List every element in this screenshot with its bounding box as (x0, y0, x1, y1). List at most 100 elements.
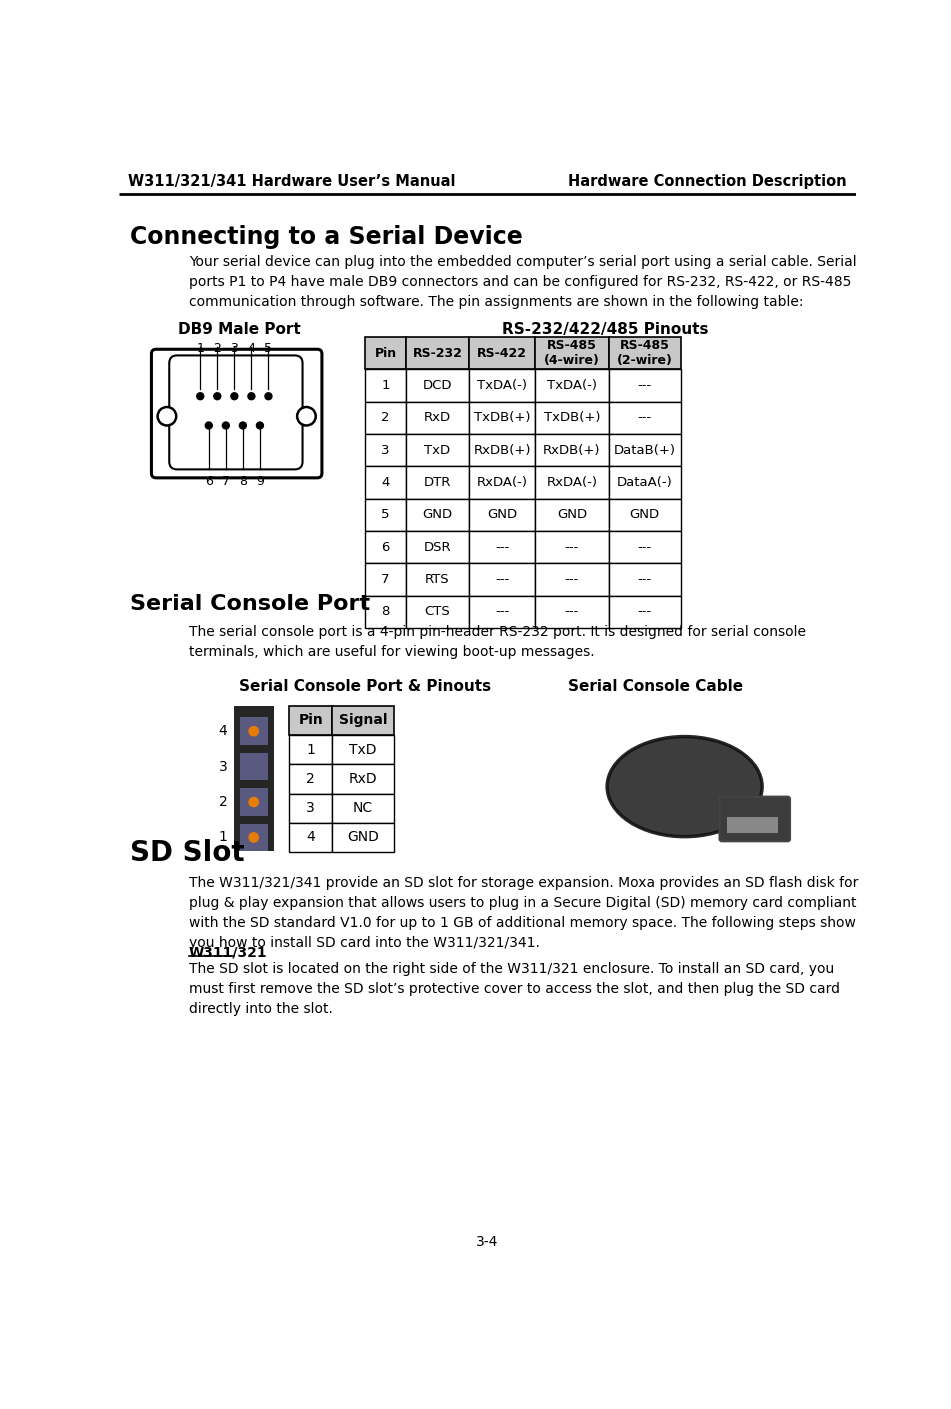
Text: SD Slot: SD Slot (129, 838, 244, 867)
Text: ---: --- (637, 541, 651, 554)
Bar (535, 564, 609, 596)
Bar (406, 337, 469, 369)
Bar (240, 717, 267, 745)
Text: RxD: RxD (424, 411, 451, 424)
Text: 5: 5 (264, 341, 272, 355)
Bar (469, 499, 535, 531)
Text: GND: GND (487, 509, 517, 521)
Text: 4: 4 (306, 830, 315, 844)
Text: 3: 3 (381, 444, 390, 457)
Text: TxDB(+): TxDB(+) (544, 411, 600, 424)
Text: GND: GND (556, 509, 587, 521)
Text: The SD slot is located on the right side of the W311/321 enclosure. To install a: The SD slot is located on the right side… (188, 962, 840, 1016)
Text: 8: 8 (381, 606, 390, 619)
Bar (406, 531, 469, 564)
Text: W311/321/341 Hardware User’s Manual: W311/321/341 Hardware User’s Manual (128, 173, 456, 189)
Bar (365, 596, 406, 628)
FancyBboxPatch shape (720, 796, 790, 841)
Bar (728, 817, 778, 833)
Circle shape (249, 833, 259, 843)
Circle shape (248, 393, 255, 400)
Text: DTR: DTR (424, 476, 451, 489)
Text: TxDA(-): TxDA(-) (547, 379, 597, 392)
Text: The serial console port is a 4-pin pin-header RS-232 port. It is designed for se: The serial console port is a 4-pin pin-h… (188, 626, 805, 659)
Bar (365, 466, 406, 499)
Text: 8: 8 (239, 475, 247, 488)
Circle shape (231, 393, 238, 400)
Text: Serial Console Port & Pinouts: Serial Console Port & Pinouts (239, 679, 491, 693)
Circle shape (265, 393, 272, 400)
Bar (289, 793, 332, 823)
Bar (240, 824, 267, 851)
FancyBboxPatch shape (151, 349, 322, 478)
Text: 4: 4 (381, 476, 390, 489)
Circle shape (205, 423, 212, 428)
Bar (535, 466, 609, 499)
Bar (332, 764, 394, 793)
Text: 3: 3 (219, 759, 227, 774)
Bar (535, 369, 609, 402)
Text: ---: --- (565, 573, 579, 586)
Text: 2: 2 (219, 795, 227, 809)
Text: 6: 6 (204, 475, 213, 488)
Bar (469, 531, 535, 564)
Text: Pin: Pin (375, 347, 397, 359)
Text: 4: 4 (247, 341, 255, 355)
Circle shape (249, 797, 259, 806)
Bar (609, 369, 681, 402)
Text: 6: 6 (381, 541, 390, 554)
Bar (609, 337, 681, 369)
Text: 1: 1 (381, 379, 390, 392)
Bar (469, 564, 535, 596)
Bar (609, 466, 681, 499)
Bar (289, 706, 332, 735)
Circle shape (214, 393, 221, 400)
Text: DB9 Male Port: DB9 Male Port (178, 321, 301, 337)
Circle shape (240, 423, 246, 428)
Text: CTS: CTS (424, 606, 450, 619)
Text: ---: --- (637, 606, 651, 619)
Text: 7: 7 (381, 573, 390, 586)
Text: Serial Console Port: Serial Console Port (129, 595, 370, 614)
Text: ---: --- (565, 606, 579, 619)
Bar (535, 596, 609, 628)
Text: RS-422: RS-422 (477, 347, 527, 359)
Bar (406, 434, 469, 466)
Text: 1: 1 (196, 341, 204, 355)
Bar (289, 764, 332, 793)
Text: 5: 5 (381, 509, 390, 521)
Text: Serial Console Cable: Serial Console Cable (569, 679, 744, 693)
Circle shape (158, 407, 176, 426)
Text: ---: --- (495, 606, 509, 619)
Circle shape (257, 423, 263, 428)
Bar (365, 531, 406, 564)
Bar (365, 499, 406, 531)
Text: The W311/321/341 provide an SD slot for storage expansion. Moxa provides an SD f: The W311/321/341 provide an SD slot for … (188, 876, 858, 950)
Bar (469, 402, 535, 434)
Bar (332, 793, 394, 823)
Circle shape (297, 407, 316, 426)
Text: DataA(-): DataA(-) (617, 476, 672, 489)
Text: TxDB(+): TxDB(+) (474, 411, 531, 424)
Bar (406, 466, 469, 499)
Bar (469, 466, 535, 499)
Text: RS-232: RS-232 (413, 347, 462, 359)
Text: RxD: RxD (349, 772, 378, 786)
Bar (535, 402, 609, 434)
Text: Your serial device can plug into the embedded computer’s serial port using a ser: Your serial device can plug into the emb… (188, 255, 856, 310)
Bar (332, 735, 394, 764)
Text: ---: --- (495, 541, 509, 554)
Text: 3-4: 3-4 (476, 1234, 498, 1248)
Text: 1: 1 (306, 743, 315, 757)
Text: 3: 3 (230, 341, 239, 355)
Text: ---: --- (495, 573, 509, 586)
Bar (535, 434, 609, 466)
Bar (469, 434, 535, 466)
Text: 7: 7 (222, 475, 230, 488)
Text: ---: --- (637, 573, 651, 586)
Bar (469, 596, 535, 628)
Text: 2: 2 (213, 341, 222, 355)
Bar (406, 564, 469, 596)
Bar (332, 706, 394, 735)
Bar (609, 499, 681, 531)
